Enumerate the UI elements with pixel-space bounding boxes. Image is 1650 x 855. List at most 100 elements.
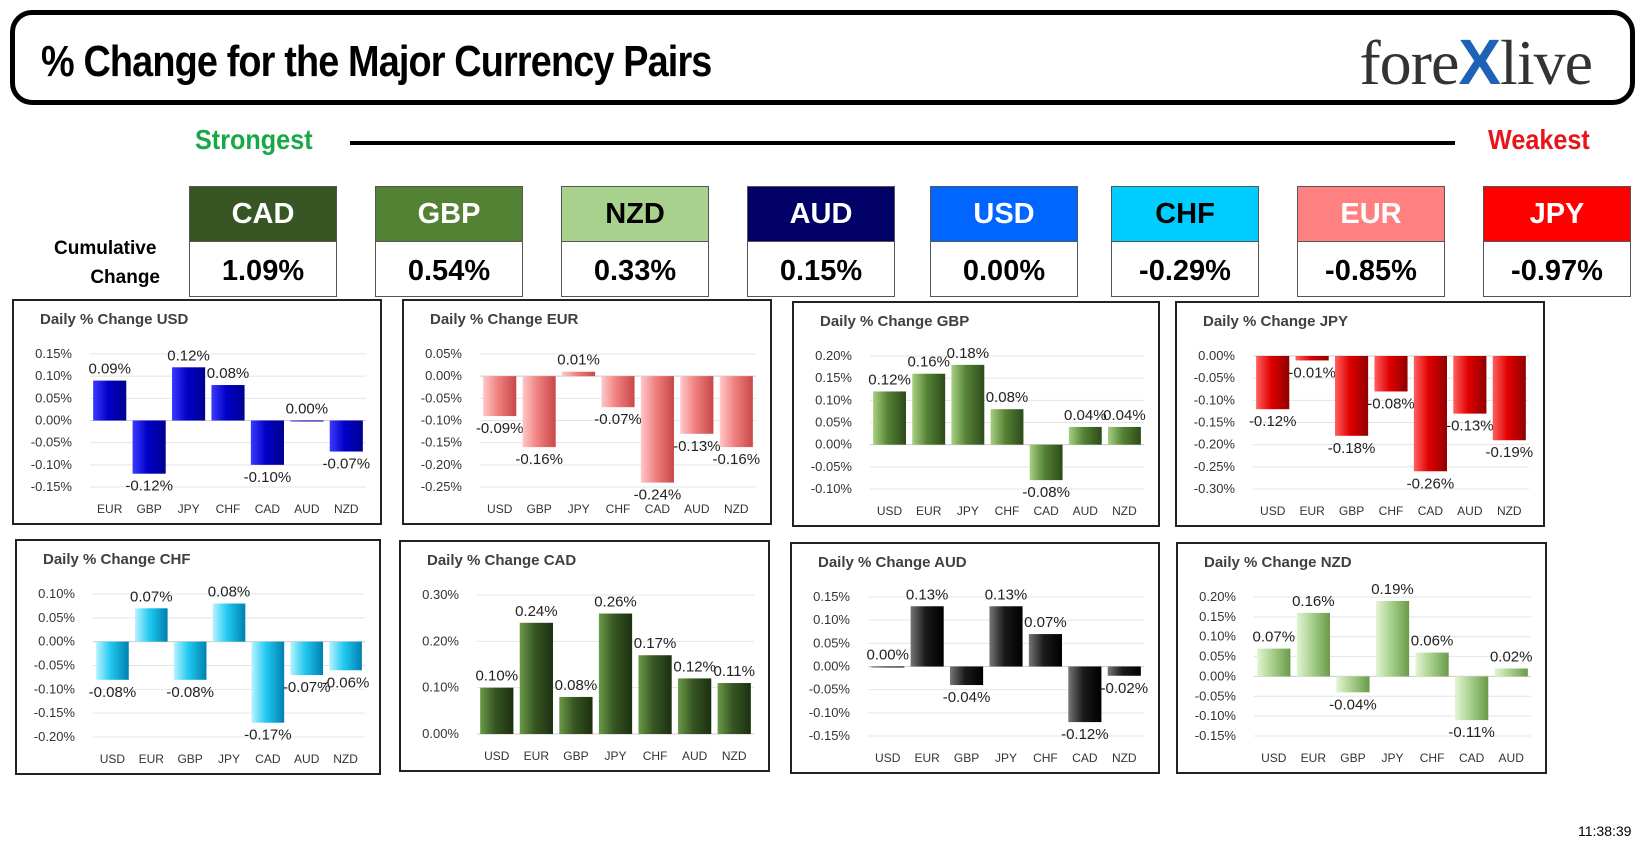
data-label: 0.10% (476, 668, 519, 685)
y-tick-label: -0.15% (31, 479, 73, 494)
y-tick-label: -0.10% (1194, 392, 1236, 407)
y-tick-label: 0.15% (813, 589, 850, 604)
x-tick-label: CHF (1379, 504, 1404, 518)
bar-chart: Daily % Change AUD 0.15% 0.10% 0.05% 0.00% -0… (809, 554, 1148, 765)
bar-eur (1295, 356, 1329, 361)
chart-panel-cad: Daily % Change CAD 0.30% 0.20% 0.10% 0.00% US… (399, 540, 770, 772)
data-label: 0.00% (286, 401, 329, 418)
data-label: -0.08% (1367, 395, 1415, 412)
y-tick-label: -0.15% (34, 705, 76, 720)
y-tick-label: 0.00% (35, 413, 72, 428)
data-label: 0.18% (947, 345, 990, 362)
y-tick-label: 0.10% (422, 680, 459, 695)
x-tick-label: JPY (604, 749, 626, 763)
chart-title: Daily % Change USD (40, 311, 189, 328)
weakest-label: Weakest (1488, 124, 1590, 155)
y-tick-label: 0.05% (425, 346, 462, 361)
y-tick-label: -0.25% (421, 479, 463, 494)
x-tick-label: NZD (333, 752, 358, 766)
bar-chart: Daily % Change CHF0.10%0.05%0.00%-0.05%-… (34, 551, 370, 766)
chart-title: Daily % Change CAD (427, 552, 576, 569)
data-label: 0.08% (555, 677, 598, 694)
data-label: -0.09% (476, 420, 524, 437)
bar-eur (93, 380, 127, 421)
data-label: -0.12% (1249, 413, 1297, 430)
bar-nzd (1107, 426, 1141, 445)
currency-code: CHF (1112, 187, 1258, 242)
y-tick-label: -0.25% (1194, 459, 1236, 474)
y-tick-label: 0.00% (1199, 668, 1236, 683)
data-label: 0.06% (1411, 633, 1454, 650)
chart-title: Daily % Change NZD (1204, 554, 1352, 571)
bar-cad (1455, 676, 1489, 721)
data-label: 0.12% (673, 658, 716, 675)
x-tick-label: NZD (334, 502, 359, 516)
data-label: 0.13% (985, 586, 1028, 603)
data-label: 0.07% (1253, 629, 1296, 646)
currency-code: NZD (562, 187, 708, 242)
y-tick-label: 0.00% (38, 634, 75, 649)
y-tick-label: -0.05% (421, 390, 463, 405)
chart-title: Daily % Change GBP (820, 313, 969, 330)
bar-cad (1068, 666, 1102, 723)
currency-box-chf: CHF -0.29% (1111, 186, 1259, 297)
x-tick-label: USD (1261, 751, 1287, 765)
data-label: -0.07% (283, 679, 331, 696)
data-label: -0.08% (89, 684, 137, 701)
x-tick-label: EUR (1299, 504, 1325, 518)
currency-box-aud: AUD 0.15% (747, 186, 895, 297)
x-tick-label: CHF (643, 749, 668, 763)
bar-gbp (950, 666, 984, 686)
y-tick-label: 0.20% (1199, 589, 1236, 604)
bar-cad (640, 376, 674, 483)
y-tick-label: 0.05% (813, 635, 850, 650)
x-tick-label: NZD (1112, 751, 1137, 765)
data-label: -0.11% (1448, 724, 1494, 741)
x-tick-label: CAD (1033, 504, 1059, 518)
y-tick-label: -0.10% (421, 413, 463, 428)
x-tick-label: CAD (645, 502, 671, 516)
y-tick-label: -0.10% (34, 681, 76, 696)
x-tick-label: CHF (1033, 751, 1058, 765)
data-label: -0.07% (594, 411, 642, 428)
currency-box-eur: EUR -0.85% (1297, 186, 1445, 297)
chart-panel-jpy: Daily % Change JPY 0.00% -0.05% -0.10% -0.15… (1175, 301, 1545, 527)
data-label: -0.12% (1061, 726, 1109, 743)
y-tick-label: 0.05% (35, 390, 72, 405)
y-tick-label: 0.00% (422, 726, 459, 741)
currency-box-jpy: JPY -0.97% (1483, 186, 1631, 297)
bar-eur (134, 608, 168, 642)
x-tick-label: EUR (916, 504, 942, 518)
cumulative-value: 0.54% (407, 255, 491, 287)
y-tick-label: -0.10% (809, 705, 851, 720)
x-tick-label: USD (100, 752, 126, 766)
data-label: -0.26% (1407, 475, 1455, 492)
cumulative-value: 1.09% (221, 255, 305, 287)
data-label: 0.12% (167, 347, 210, 364)
y-tick-label: -0.05% (811, 459, 853, 474)
bar-jpy (212, 603, 246, 642)
y-tick-label: 0.05% (815, 415, 852, 430)
x-tick-label: AUD (682, 749, 708, 763)
data-label: 0.07% (1024, 614, 1067, 631)
page-title: % Change for the Major Currency Pairs (41, 37, 712, 86)
bar-nzd (1492, 356, 1526, 441)
y-tick-label: 0.20% (422, 633, 459, 648)
bar-jpy (951, 364, 985, 445)
x-tick-label: USD (484, 749, 510, 763)
bar-chart: Daily % Change NZD 0.20% 0.15% 0.10% 0.05% 0.… (1195, 554, 1533, 765)
x-tick-label: EUR (524, 749, 550, 763)
x-tick-label: CHF (606, 502, 631, 516)
currency-box-nzd: NZD 0.33% (561, 186, 709, 297)
x-tick-label: GBP (954, 751, 979, 765)
bar-nzd (1107, 666, 1141, 676)
data-label: -0.07% (323, 456, 371, 473)
data-label: -0.16% (713, 451, 761, 468)
bar-eur (519, 622, 553, 734)
bar-chart: Daily % Change CAD 0.30% 0.20% 0.10% 0.00% US… (422, 552, 755, 763)
x-tick-label: EUR (914, 751, 940, 765)
currency-code: USD (931, 187, 1077, 242)
currency-code: EUR (1298, 187, 1444, 242)
y-tick-label: 0.15% (35, 346, 72, 361)
bar-gbp (132, 420, 166, 474)
